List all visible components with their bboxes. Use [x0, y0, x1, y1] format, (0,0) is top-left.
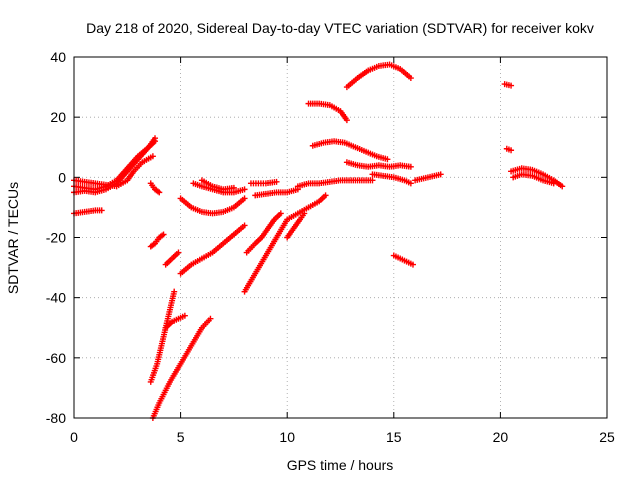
- x-axis-label: GPS time / hours: [287, 457, 394, 473]
- series-arc-22: [309, 138, 391, 163]
- grid-lines: [74, 57, 607, 418]
- data-point-marker: [181, 312, 188, 319]
- data-point-marker: [98, 207, 105, 214]
- y-tick-label: -80: [46, 410, 66, 426]
- series-arc-17: [247, 178, 280, 187]
- data-point-marker: [156, 189, 163, 196]
- data-point-marker: [559, 183, 566, 190]
- data-point-marker: [207, 315, 214, 322]
- y-tick-label: -40: [46, 290, 66, 306]
- series-arc-09: [162, 312, 188, 331]
- series-arc-27: [412, 171, 444, 184]
- series-arc-08: [149, 315, 214, 421]
- plot-frame: [73, 56, 608, 419]
- series-arc-14: [198, 177, 237, 193]
- series-arc-15: [241, 192, 329, 295]
- y-tick-label: 40: [50, 49, 66, 65]
- data-point-marker: [273, 178, 280, 185]
- axis-ticks: 0 5 10 15 20 25 -80 -60 -40 -20 0 20 40: [46, 49, 615, 445]
- data-point-marker: [241, 222, 248, 229]
- data-point-marker: [160, 231, 167, 238]
- data-point-marker: [550, 180, 557, 187]
- x-tick-label: 10: [279, 429, 295, 445]
- series-arc-19: [284, 210, 308, 241]
- series-arc-11: [177, 222, 248, 277]
- series-arc-23: [343, 61, 414, 91]
- series-arc-28: [501, 81, 515, 89]
- series-arc-04: [71, 207, 105, 217]
- data-points: [71, 61, 566, 421]
- data-point-marker: [152, 135, 159, 142]
- series-arc-07: [147, 288, 178, 385]
- series-arc-21: [305, 100, 350, 124]
- series-arc-10: [162, 249, 182, 268]
- y-tick-label: -60: [46, 350, 66, 366]
- data-point-marker: [409, 261, 416, 268]
- series-arc-03: [71, 135, 159, 196]
- data-point-marker: [343, 117, 350, 124]
- data-point-marker: [241, 186, 248, 193]
- data-point-marker: [407, 163, 414, 170]
- series-arc-29: [503, 145, 515, 154]
- series-arc-30: [508, 165, 566, 190]
- data-point-marker: [437, 171, 444, 178]
- data-point-marker: [241, 195, 248, 202]
- series-arc-25: [369, 171, 414, 187]
- series-arc-18: [252, 186, 301, 199]
- x-tick-label: 0: [70, 429, 78, 445]
- data-point-marker: [407, 180, 414, 187]
- data-point-marker: [301, 210, 308, 217]
- x-tick-label: 20: [493, 429, 509, 445]
- y-tick-label: -20: [46, 230, 66, 246]
- y-axis-label: SDTVAR / TECUs: [5, 182, 21, 294]
- y-tick-label: 0: [58, 169, 66, 185]
- data-point-marker: [508, 147, 515, 154]
- series-arc-12: [177, 195, 248, 217]
- series-arc-06: [147, 231, 167, 250]
- x-tick-label: 15: [386, 429, 402, 445]
- y-tick-label: 20: [50, 109, 66, 125]
- data-point-marker: [230, 184, 237, 191]
- x-tick-label: 25: [599, 429, 615, 445]
- series-arc-24: [343, 159, 414, 170]
- data-point-marker: [149, 153, 156, 160]
- series-arc-05: [147, 180, 163, 196]
- data-point-marker: [277, 210, 284, 217]
- series-arc-31: [510, 171, 557, 187]
- data-point-marker: [384, 156, 391, 163]
- data-point-marker: [322, 192, 329, 199]
- series-arc-26: [390, 252, 416, 268]
- data-point-marker: [407, 75, 414, 82]
- series-arc-20: [294, 177, 376, 190]
- chart-title: Day 218 of 2020, Sidereal Day-to-day VTE…: [86, 20, 594, 36]
- data-point-marker: [171, 288, 178, 295]
- data-point-marker: [175, 249, 182, 256]
- x-tick-label: 5: [177, 429, 185, 445]
- data-point-marker: [508, 82, 515, 89]
- series-arc-16: [243, 210, 284, 256]
- data-point-marker: [369, 177, 376, 184]
